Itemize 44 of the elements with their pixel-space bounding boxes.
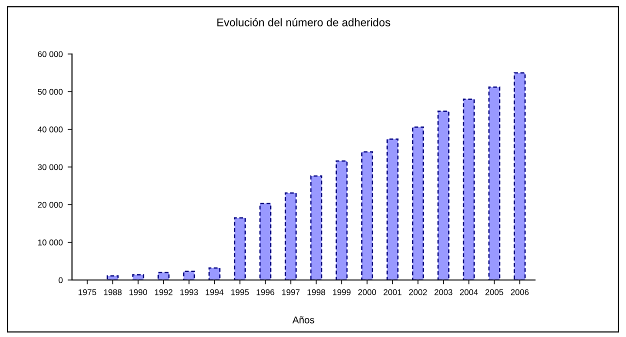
bar — [437, 110, 450, 280]
bar — [158, 272, 170, 280]
x-tick-label: 1992 — [154, 289, 172, 296]
bar — [336, 160, 348, 280]
y-tick-label: 20 000 — [38, 202, 63, 208]
x-tick-label: 2004 — [460, 289, 478, 296]
x-tick-label: 1999 — [333, 289, 351, 296]
x-tick-label: 2001 — [384, 289, 402, 296]
bar — [488, 86, 500, 280]
x-tick-label: 2000 — [358, 289, 376, 296]
x-tick-label: 1990 — [130, 289, 148, 296]
bar — [386, 138, 399, 280]
x-tick-label: 1994 — [206, 289, 224, 296]
bar — [361, 151, 374, 280]
x-axis-title: Años — [292, 316, 314, 324]
x-tick-label: 2003 — [434, 289, 452, 296]
bar — [310, 175, 322, 280]
x-tick-label: 1993 — [180, 289, 198, 296]
bar — [132, 274, 144, 280]
bar — [412, 126, 424, 280]
x-tick-label: 1988 — [104, 289, 122, 296]
x-tick-label: 1998 — [308, 289, 326, 296]
y-tick-label: 50 000 — [38, 88, 63, 95]
bar — [208, 267, 220, 280]
y-tick-label: 60 000 — [38, 51, 63, 58]
y-tick-label: 0 — [58, 277, 63, 284]
y-tick-label: 10 000 — [38, 240, 63, 246]
bar — [106, 275, 119, 280]
x-tick-label: 1996 — [256, 289, 274, 296]
y-tick-label: 40 000 — [38, 126, 63, 132]
bar — [462, 98, 475, 280]
x-tick-label: 2002 — [409, 289, 427, 296]
x-tick-label: 2005 — [485, 289, 504, 296]
y-tick-label: 30 000 — [38, 164, 63, 170]
x-tick-label: 1997 — [282, 289, 300, 296]
bar — [183, 270, 195, 280]
bar — [259, 202, 272, 280]
x-tick-label: 1995 — [231, 289, 249, 296]
bar — [284, 192, 297, 280]
x-tick-label: 2006 — [510, 289, 529, 296]
chart-title: Evolución del número de adheridos — [217, 18, 390, 26]
x-tick-label: 1975 — [78, 289, 96, 296]
bar — [514, 72, 526, 280]
bar — [234, 217, 246, 280]
